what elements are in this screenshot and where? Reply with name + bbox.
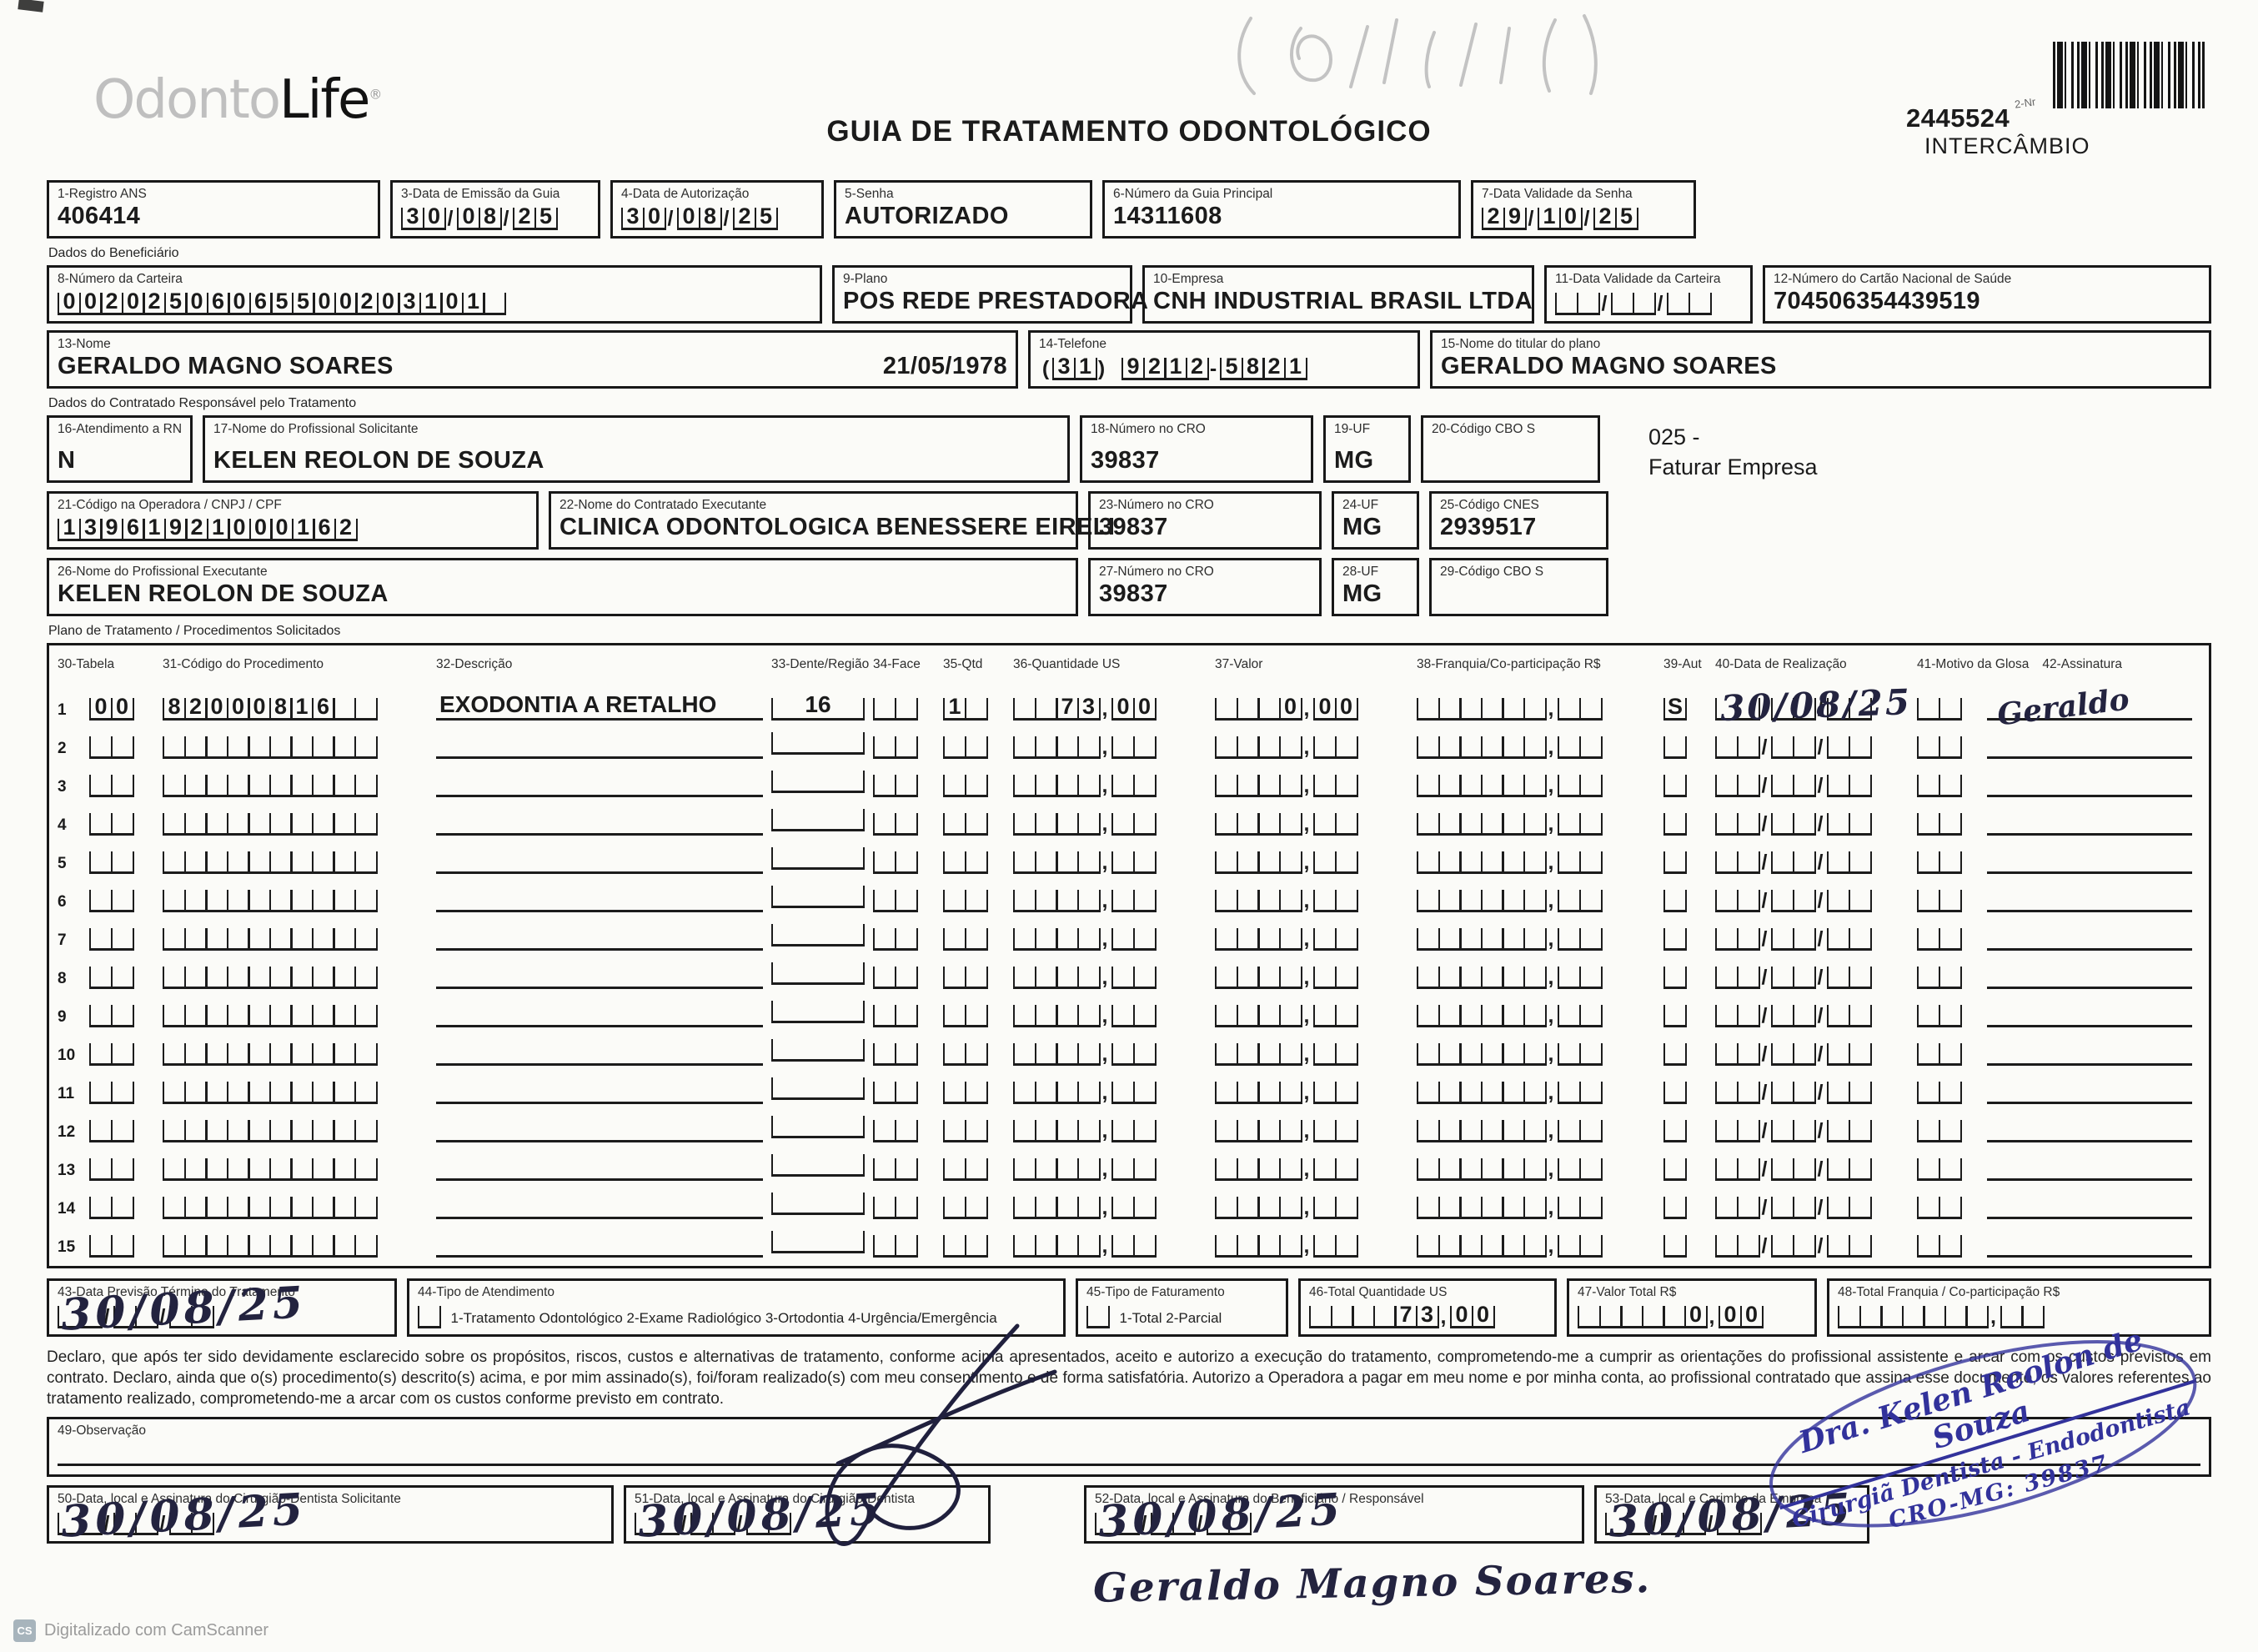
field-uf-contratado: 24-UF MG: [1332, 490, 1419, 550]
observacao-line: [58, 1463, 2200, 1466]
stamp-oval: [1769, 1339, 2197, 1528]
contratado-row3: 26-Nome do Profissional Executante KELEN…: [47, 557, 2211, 616]
contratado-row1: 16-Atendimento a RN N 17-Nome do Profiss…: [47, 415, 2211, 483]
section-tratamento: Plano de Tratamento / Procedimentos Soli…: [48, 623, 341, 638]
handwritten-beneficiario-nome: Geraldo Magno Soares.: [1092, 1554, 1652, 1612]
field-carimbo-empresa: 53-Data, local e Carimbo da Empresa // 3…: [1594, 1484, 1869, 1547]
table-row: 10,,, / /: [58, 1027, 2200, 1066]
header-fields-row: 1-Registro ANS 406414 3-Data de Emissão …: [47, 180, 2211, 239]
table-row: 6,,, / /: [58, 874, 2200, 912]
table-row: 3,,, / /: [58, 759, 2200, 797]
table-row: 11,,, / /: [58, 1066, 2200, 1104]
camscanner-icon: CS: [13, 1619, 36, 1642]
table-row: 8,,, / /: [58, 951, 2200, 989]
data-nascimento: 21/05/1978: [882, 353, 1007, 379]
field-tipo-atendimento: 44-Tipo de Atendimento 1-Tratamento Odon…: [407, 1278, 1066, 1337]
field-data-validade-carteira: 11-Data Validade da Carteira / /: [1544, 265, 1753, 324]
field-cro-executante: 27-Número no CRO 39837: [1088, 557, 1322, 616]
nota-faturar-empresa: 025 - Faturar Empresa: [1648, 424, 1818, 480]
field-data-validade-senha: 7-Data Validade da Senha 2 9/1 0/2 5: [1471, 180, 1696, 239]
field-uf-solicitante: 19-UF MG: [1323, 415, 1411, 483]
camscanner-watermark: CS Digitalizado com CamScanner: [13, 1619, 268, 1642]
field-atendimento-rn: 16-Atendimento a RN N: [47, 415, 193, 483]
procedure-rows: 1 0 0 8 2 0 0 0 8 1 6 EXODONTIA A RETALHO 16 1 7 3, 0 0 0,…: [58, 681, 2200, 1258]
section-beneficiario: Dados do Beneficiário: [48, 246, 179, 260]
field-data-previsao: 43-Data Previsão Término do Tratamento /…: [47, 1277, 397, 1341]
odontolife-logo: OdontoLife®: [93, 69, 382, 131]
table-row: 9,,, / /: [58, 989, 2200, 1027]
field-tipo-faturamento: 45-Tipo de Faturamento 1-Total 2-Parcial: [1076, 1278, 1288, 1337]
field-cbo-executante: 29-Código CBO S: [1429, 557, 1608, 616]
field-cbo-solicitante: 20-Código CBO S: [1421, 415, 1600, 483]
table-row: 1 0 0 8 2 0 0 0 8 1 6 EXODONTIA A RETALHO 16 1 7 3, 0 0 0,…: [58, 681, 2200, 732]
field-assinatura-beneficiario: 52-Data, local e Assinatura do Beneficiá…: [1084, 1484, 1584, 1547]
form-title: GUIA DE TRATAMENTO ODONTOLÓGICO: [826, 115, 1432, 148]
procedure-table: 30-Tabela 31-Código do Procedimento 32-D…: [47, 642, 2211, 1268]
field-data-autorizacao: 4-Data de Autorização 3 0/0 8/2 5: [610, 180, 824, 239]
table-row: 14,,, / /: [58, 1181, 2200, 1219]
field-contratado-executante: 22-Nome do Contratado Executante CLINICA…: [549, 490, 1115, 550]
barcode: [2053, 42, 2205, 108]
table-row: 2,,, / /: [58, 721, 2200, 759]
field-observacao: 49-Observação: [47, 1416, 2211, 1477]
procedure-table-header: 30-Tabela 31-Código do Procedimento 32-D…: [58, 656, 2123, 671]
field-cro-contratado: 23-Número no CRO 39837: [1088, 490, 1322, 550]
field-registro-ans: 1-Registro ANS 406414: [47, 180, 380, 239]
field-nome: 13-Nome GERALDO MAGNO SOARES 21/05/1978: [47, 330, 1018, 389]
handwritten-scribble: [1237, 14, 1598, 95]
field-uf-executante: 28-UF MG: [1332, 557, 1419, 616]
handwritten-data-realizacao: 30/08/25: [1719, 680, 1913, 729]
guide-number-sub: INTERCÂMBIO: [1924, 133, 2090, 158]
field-profissional-executante: 26-Nome do Profissional Executante KELEN…: [47, 557, 1078, 616]
field-empresa: 10-Empresa CNH INDUSTRIAL BRASIL LTDA: [1142, 265, 1534, 324]
table-row: 7,,, / /: [58, 912, 2200, 951]
field-cro-solicitante: 18-Número no CRO 39837: [1080, 415, 1313, 483]
totais-row: 43-Data Previsão Término do Tratamento /…: [47, 1277, 2211, 1341]
field-data-emissao: 3-Data de Emissão da Guia 3 0/0 8/2 5: [390, 180, 600, 239]
field-cartao-nacional-saude: 12-Número do Cartão Nacional de Saúde 70…: [1763, 265, 2211, 324]
dentist-stamp: Dra. Kelen Reolon de Souza Cirurgiã Dent…: [1758, 1311, 2211, 1560]
nome-value: GERALDO MAGNO SOARES: [58, 353, 394, 379]
section-contratado: Dados do Contratado Responsável pelo Tra…: [48, 396, 357, 410]
guide-number: 2445524 INTERCÂMBIO: [1906, 103, 2090, 158]
assinaturas-row: 50-Data, local e Assinatura do Cirurgião…: [47, 1484, 2211, 1547]
field-assinatura-solicitante: 50-Data, local e Assinatura do Cirurgião…: [47, 1484, 614, 1547]
declaration-text: Declaro, que após ter sido devidamente e…: [47, 1348, 2211, 1408]
field-numero-guia-principal: 6-Número da Guia Principal 14311608: [1102, 180, 1461, 239]
field-plano: 9-Plano POS REDE PRESTADORA: [832, 265, 1148, 324]
field-titular-plano: 15-Nome do titular do plano GERALDO MAGN…: [1430, 330, 2211, 389]
beneficiario-row2: 13-Nome GERALDO MAGNO SOARES 21/05/1978 …: [47, 330, 2211, 389]
table-row: 12,,, / /: [58, 1104, 2200, 1142]
field-cnes: 25-Código CNES 2939517: [1429, 490, 1608, 550]
field-profissional-solicitante: 17-Nome do Profissional Solicitante KELE…: [203, 415, 1070, 483]
table-row: 15,,, / /: [58, 1219, 2200, 1258]
tipo-atendimento-checkbox: [418, 1305, 441, 1328]
field-assinatura-dentista: 51-Data, local e Assinatura do Cirurgião…: [624, 1484, 991, 1547]
table-row: 13,,, / /: [58, 1142, 2200, 1181]
field-senha: 5-Senha AUTORIZADO: [834, 180, 1092, 239]
scan-artifact: [18, 0, 44, 13]
tipo-faturamento-checkbox: [1086, 1305, 1110, 1328]
dentist-signature: [825, 1323, 1057, 1546]
field-total-franquia: 48-Total Franquia / Co-participação R$ ,: [1827, 1278, 2211, 1337]
table-row: 4,,, / /: [58, 797, 2200, 836]
table-row: 5,,, / /: [58, 836, 2200, 874]
